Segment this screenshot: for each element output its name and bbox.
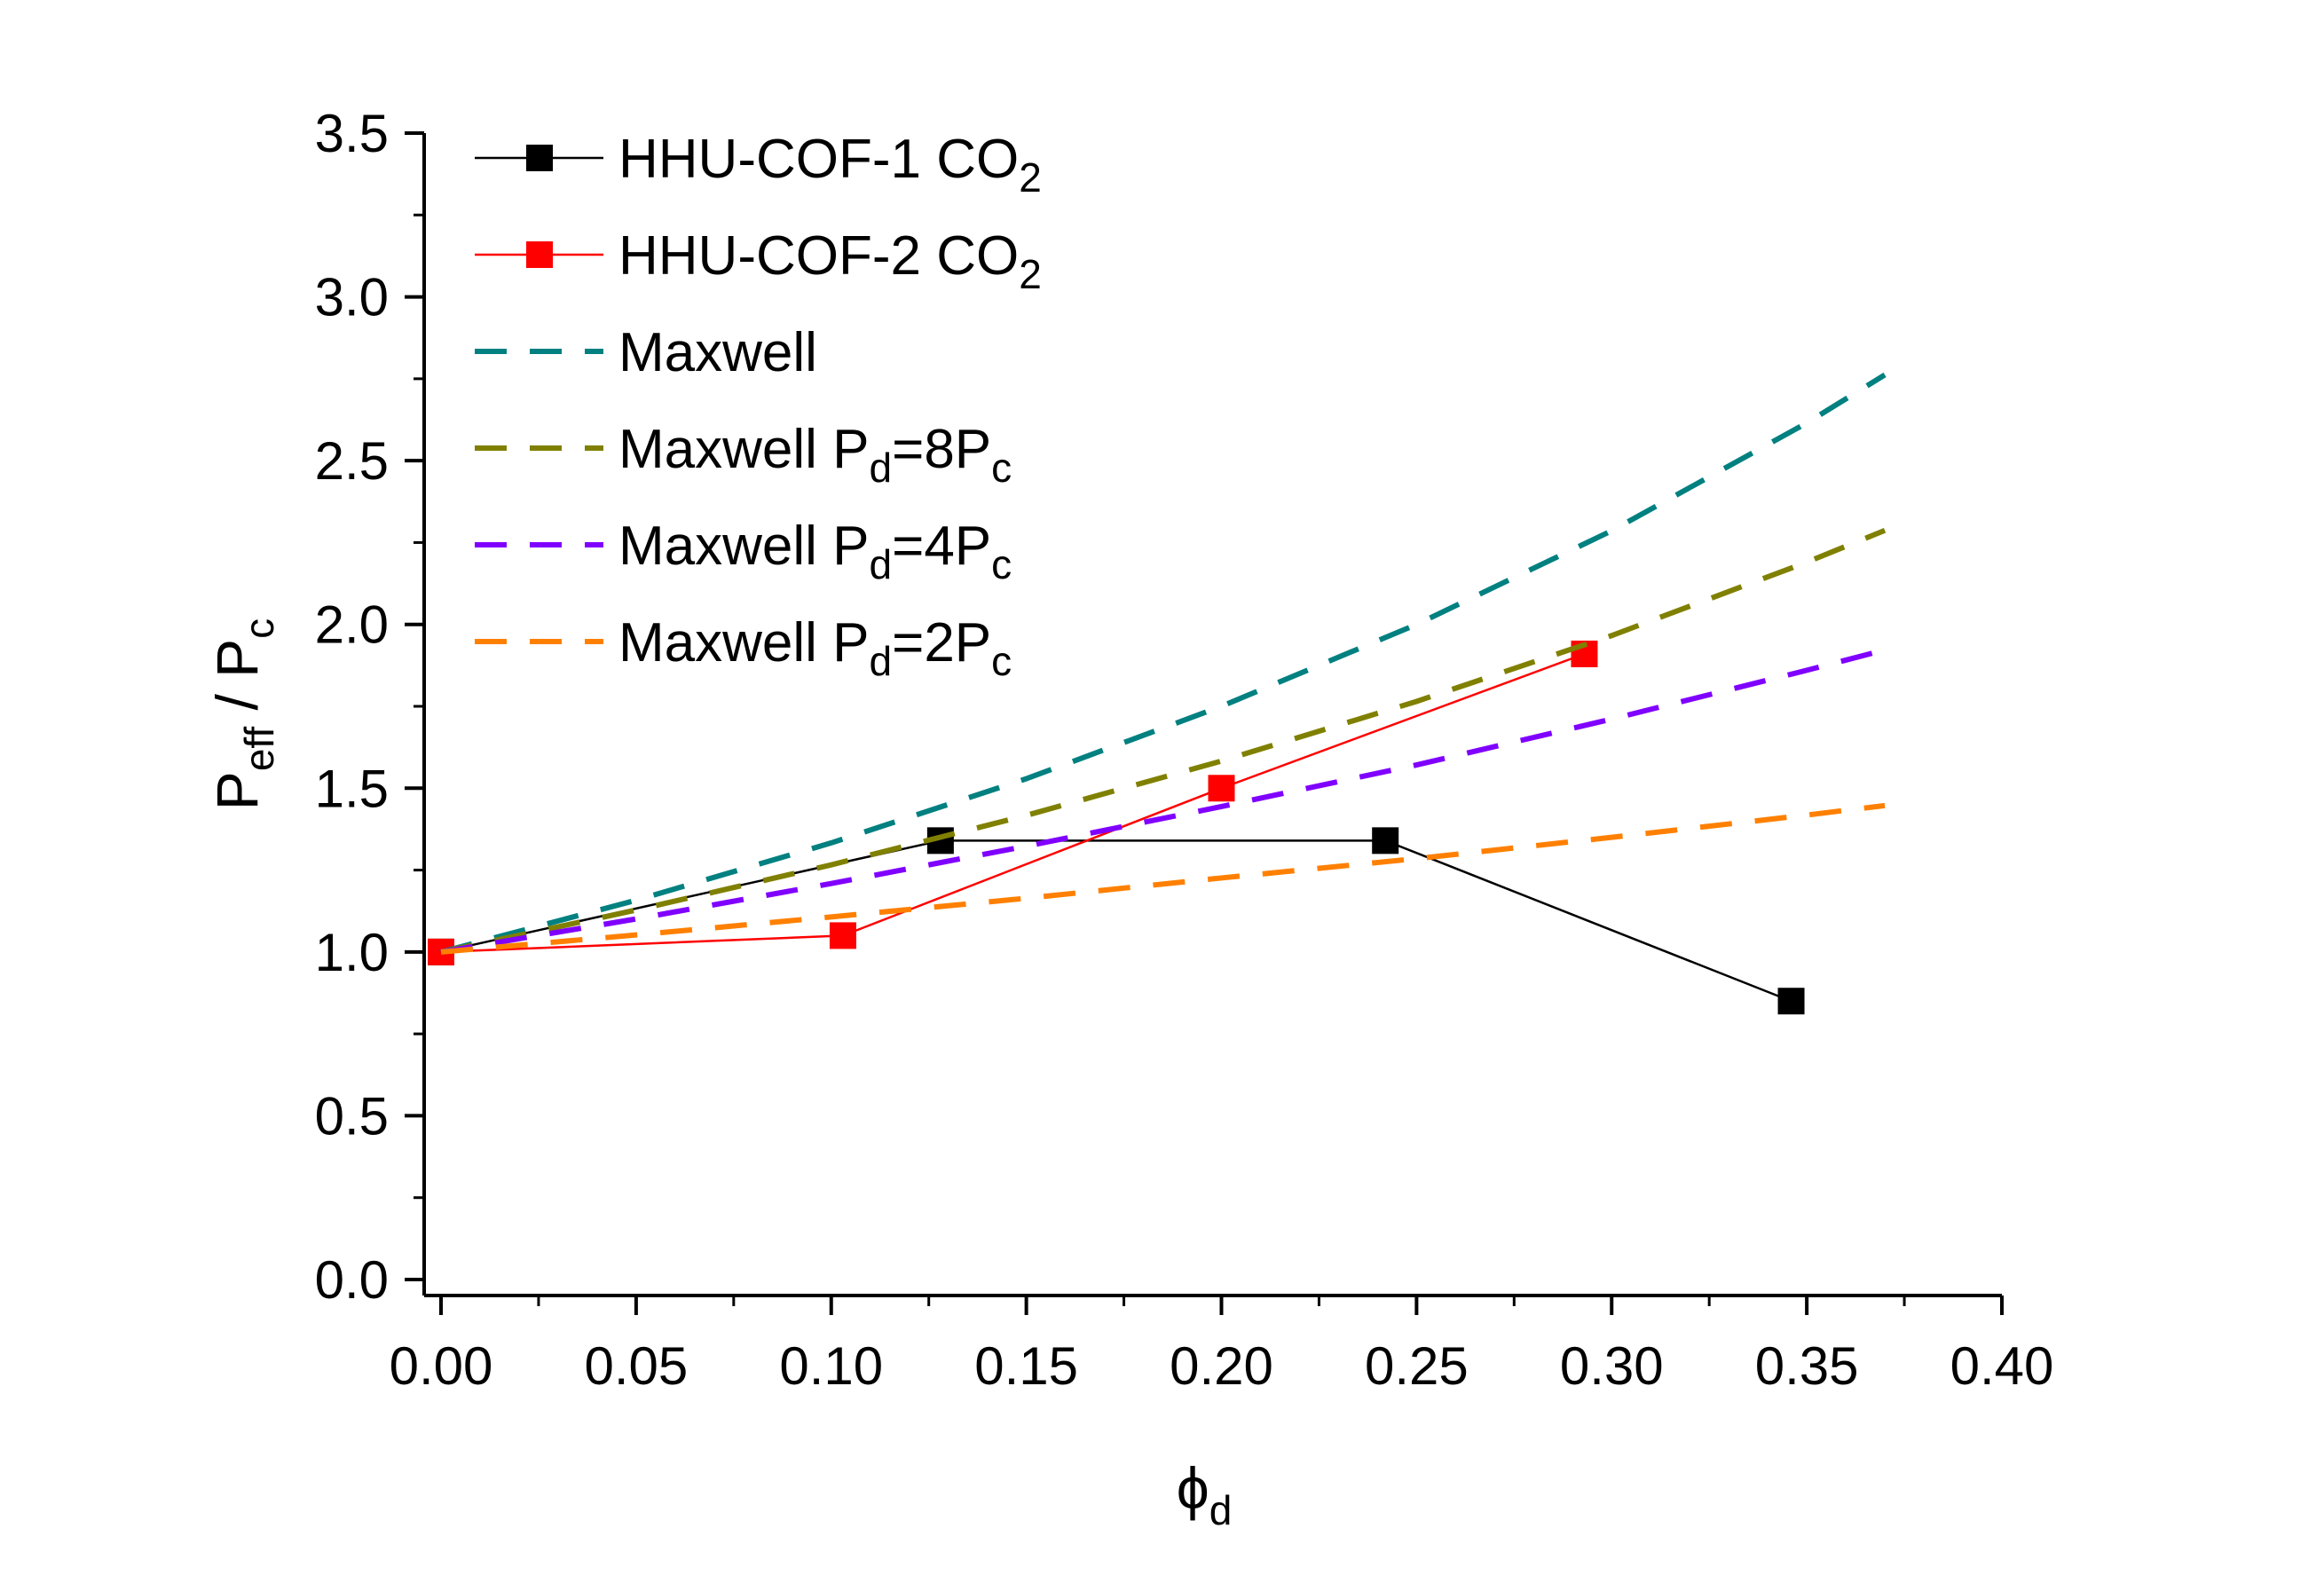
legend-label: Maxwell Pd=2Pc — [618, 612, 1012, 684]
data-point — [1777, 988, 1805, 1015]
x-axis-title: ϕd — [1177, 1455, 1233, 1533]
y-axis-title: Peff / Pc — [204, 618, 282, 810]
legend-label: Maxwell Pd=8Pc — [618, 419, 1012, 491]
axes: 0.00 0.05 0.10 0.15 0.20 0.25 0.30 0.35 0.40 0.0 0… — [315, 104, 2054, 1396]
x-tick-label: 0.35 — [1755, 1336, 1859, 1396]
series-line-0 — [440, 839, 1792, 1003]
legend-label: Maxwell — [618, 322, 817, 383]
data-point — [829, 922, 856, 949]
y-tick-label: 0.0 — [315, 1250, 389, 1310]
x-tick-label: 0.20 — [1170, 1336, 1273, 1396]
y-tick-label: 1.5 — [315, 759, 389, 818]
y-tick-label: 3.0 — [315, 268, 389, 327]
x-tick-label: 0.30 — [1560, 1336, 1664, 1396]
y-tick-label: 2.5 — [315, 431, 389, 491]
legend: HHU-COF-1 CO2 HHU-COF-2 CO2 Maxwell Maxwell… — [475, 129, 1042, 684]
x-tick-label: 0.05 — [584, 1336, 688, 1396]
series-line-5 — [440, 802, 1886, 955]
series-line-2 — [440, 372, 1887, 955]
legend-swatch-marker — [526, 145, 553, 171]
data-point — [1208, 775, 1235, 802]
plot-area — [428, 372, 1887, 1015]
legend-label: Maxwell Pd=4Pc — [618, 516, 1012, 587]
y-tick-label: 3.5 — [315, 104, 389, 163]
y-tick-label: 2.0 — [315, 595, 389, 655]
series-line-1 — [440, 652, 1585, 954]
legend-label: HHU-COF-2 CO2 — [618, 225, 1042, 297]
legend-swatch-marker — [526, 241, 553, 268]
x-tick-label: 0.00 — [390, 1336, 493, 1396]
y-tick-label: 1.0 — [315, 923, 389, 982]
series-line-4 — [440, 647, 1886, 955]
legend-label: HHU-COF-1 CO2 — [618, 129, 1042, 201]
y-tick-label: 0.5 — [315, 1086, 389, 1146]
x-tick-label: 0.10 — [779, 1336, 883, 1396]
x-tick-label: 0.25 — [1365, 1336, 1469, 1396]
x-tick-label: 0.15 — [974, 1336, 1078, 1396]
data-point — [1372, 827, 1399, 855]
x-tick-label: 0.40 — [1950, 1336, 2054, 1396]
